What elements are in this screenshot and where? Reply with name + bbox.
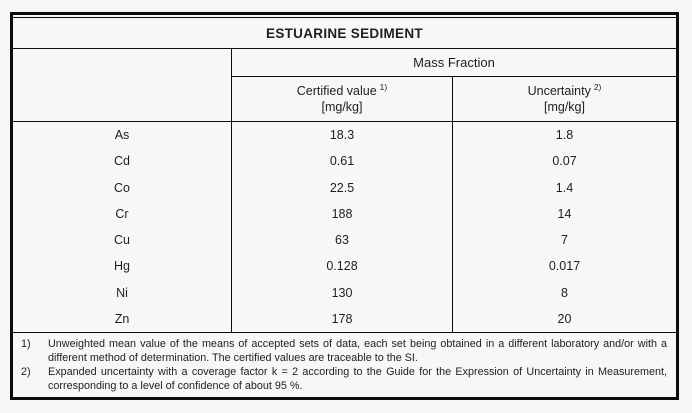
certified-value-label: Certified value 1) [297, 83, 387, 99]
footnote-ref-1: 1) [379, 81, 388, 92]
certified-value-cell: 63 [232, 227, 453, 254]
uncertainty-text: Uncertainty [527, 84, 591, 98]
table-title: ESTUARINE SEDIMENT [13, 18, 676, 49]
element-cell: Cu [13, 227, 232, 254]
certified-value-cell: 188 [232, 200, 453, 227]
certificate-table: ESTUARINE SEDIMENT Mass Fraction Certifi… [10, 12, 679, 400]
element-cell: Cr [13, 200, 232, 227]
uncertainty-label: Uncertainty 2) [528, 83, 602, 99]
element-cell: As [13, 122, 232, 149]
uncertainty-cell: 1.8 [555, 128, 574, 143]
footnote: 2) Expanded uncertainty with a coverage … [21, 365, 667, 393]
certified-value-cell: 0.128 [232, 253, 453, 280]
certified-value-header: Certified value 1) [mg/kg] [232, 77, 453, 121]
element-cell: Cd [13, 148, 232, 175]
uncertainty-cell: 0.017 [548, 259, 581, 274]
footnote: 1) Unweighted mean value of the means of… [21, 337, 667, 365]
footnote-marker: 2) [21, 366, 31, 378]
element-cell: Hg [13, 253, 232, 280]
certified-value-cell: 18.3 [232, 122, 453, 149]
certified-value-cell: 178 [232, 305, 453, 332]
certified-value-unit: [mg/kg] [321, 100, 363, 114]
footnote-text: Unweighted mean value of the means of ac… [48, 338, 667, 364]
uncertainty-header: Uncertainty 2) [mg/kg] [453, 77, 676, 121]
uncertainty-cell: 20 [557, 311, 572, 326]
footnotes-section: 1) Unweighted mean value of the means of… [13, 332, 676, 397]
empty-corner-cell [13, 49, 232, 121]
element-cell: Zn [13, 305, 232, 332]
footnote-marker: 1) [21, 338, 31, 350]
inner-top-rule [13, 15, 676, 18]
uncertainty-unit: [mg/kg] [544, 100, 585, 114]
element-cell: Ni [13, 279, 232, 306]
uncertainty-cell: 1.4 [555, 180, 574, 195]
certified-value-text: Certified value [296, 84, 377, 98]
certified-value-cell: 130 [232, 279, 453, 306]
uncertainty-cell: 0.07 [552, 154, 577, 169]
certified-value-cell: 0.61 [232, 148, 453, 175]
uncertainty-cell: 14 [557, 206, 572, 221]
element-cell: Co [13, 174, 232, 201]
mass-fraction-header: Mass Fraction [232, 49, 676, 77]
uncertainty-cell: 8 [561, 285, 568, 300]
uncertainty-cell: 7 [561, 233, 568, 248]
footnote-text: Expanded uncertainty with a coverage fac… [48, 366, 667, 392]
footnote-ref-2: 2) [593, 81, 602, 92]
table-header: Mass Fraction Certified value 1) [mg/kg] … [13, 49, 676, 122]
certified-value-cell: 22.5 [232, 174, 453, 201]
table-body: As 18.3 1.8 Cd 0.61 0.07 Co 22.5 1.4 Cr … [13, 122, 676, 332]
